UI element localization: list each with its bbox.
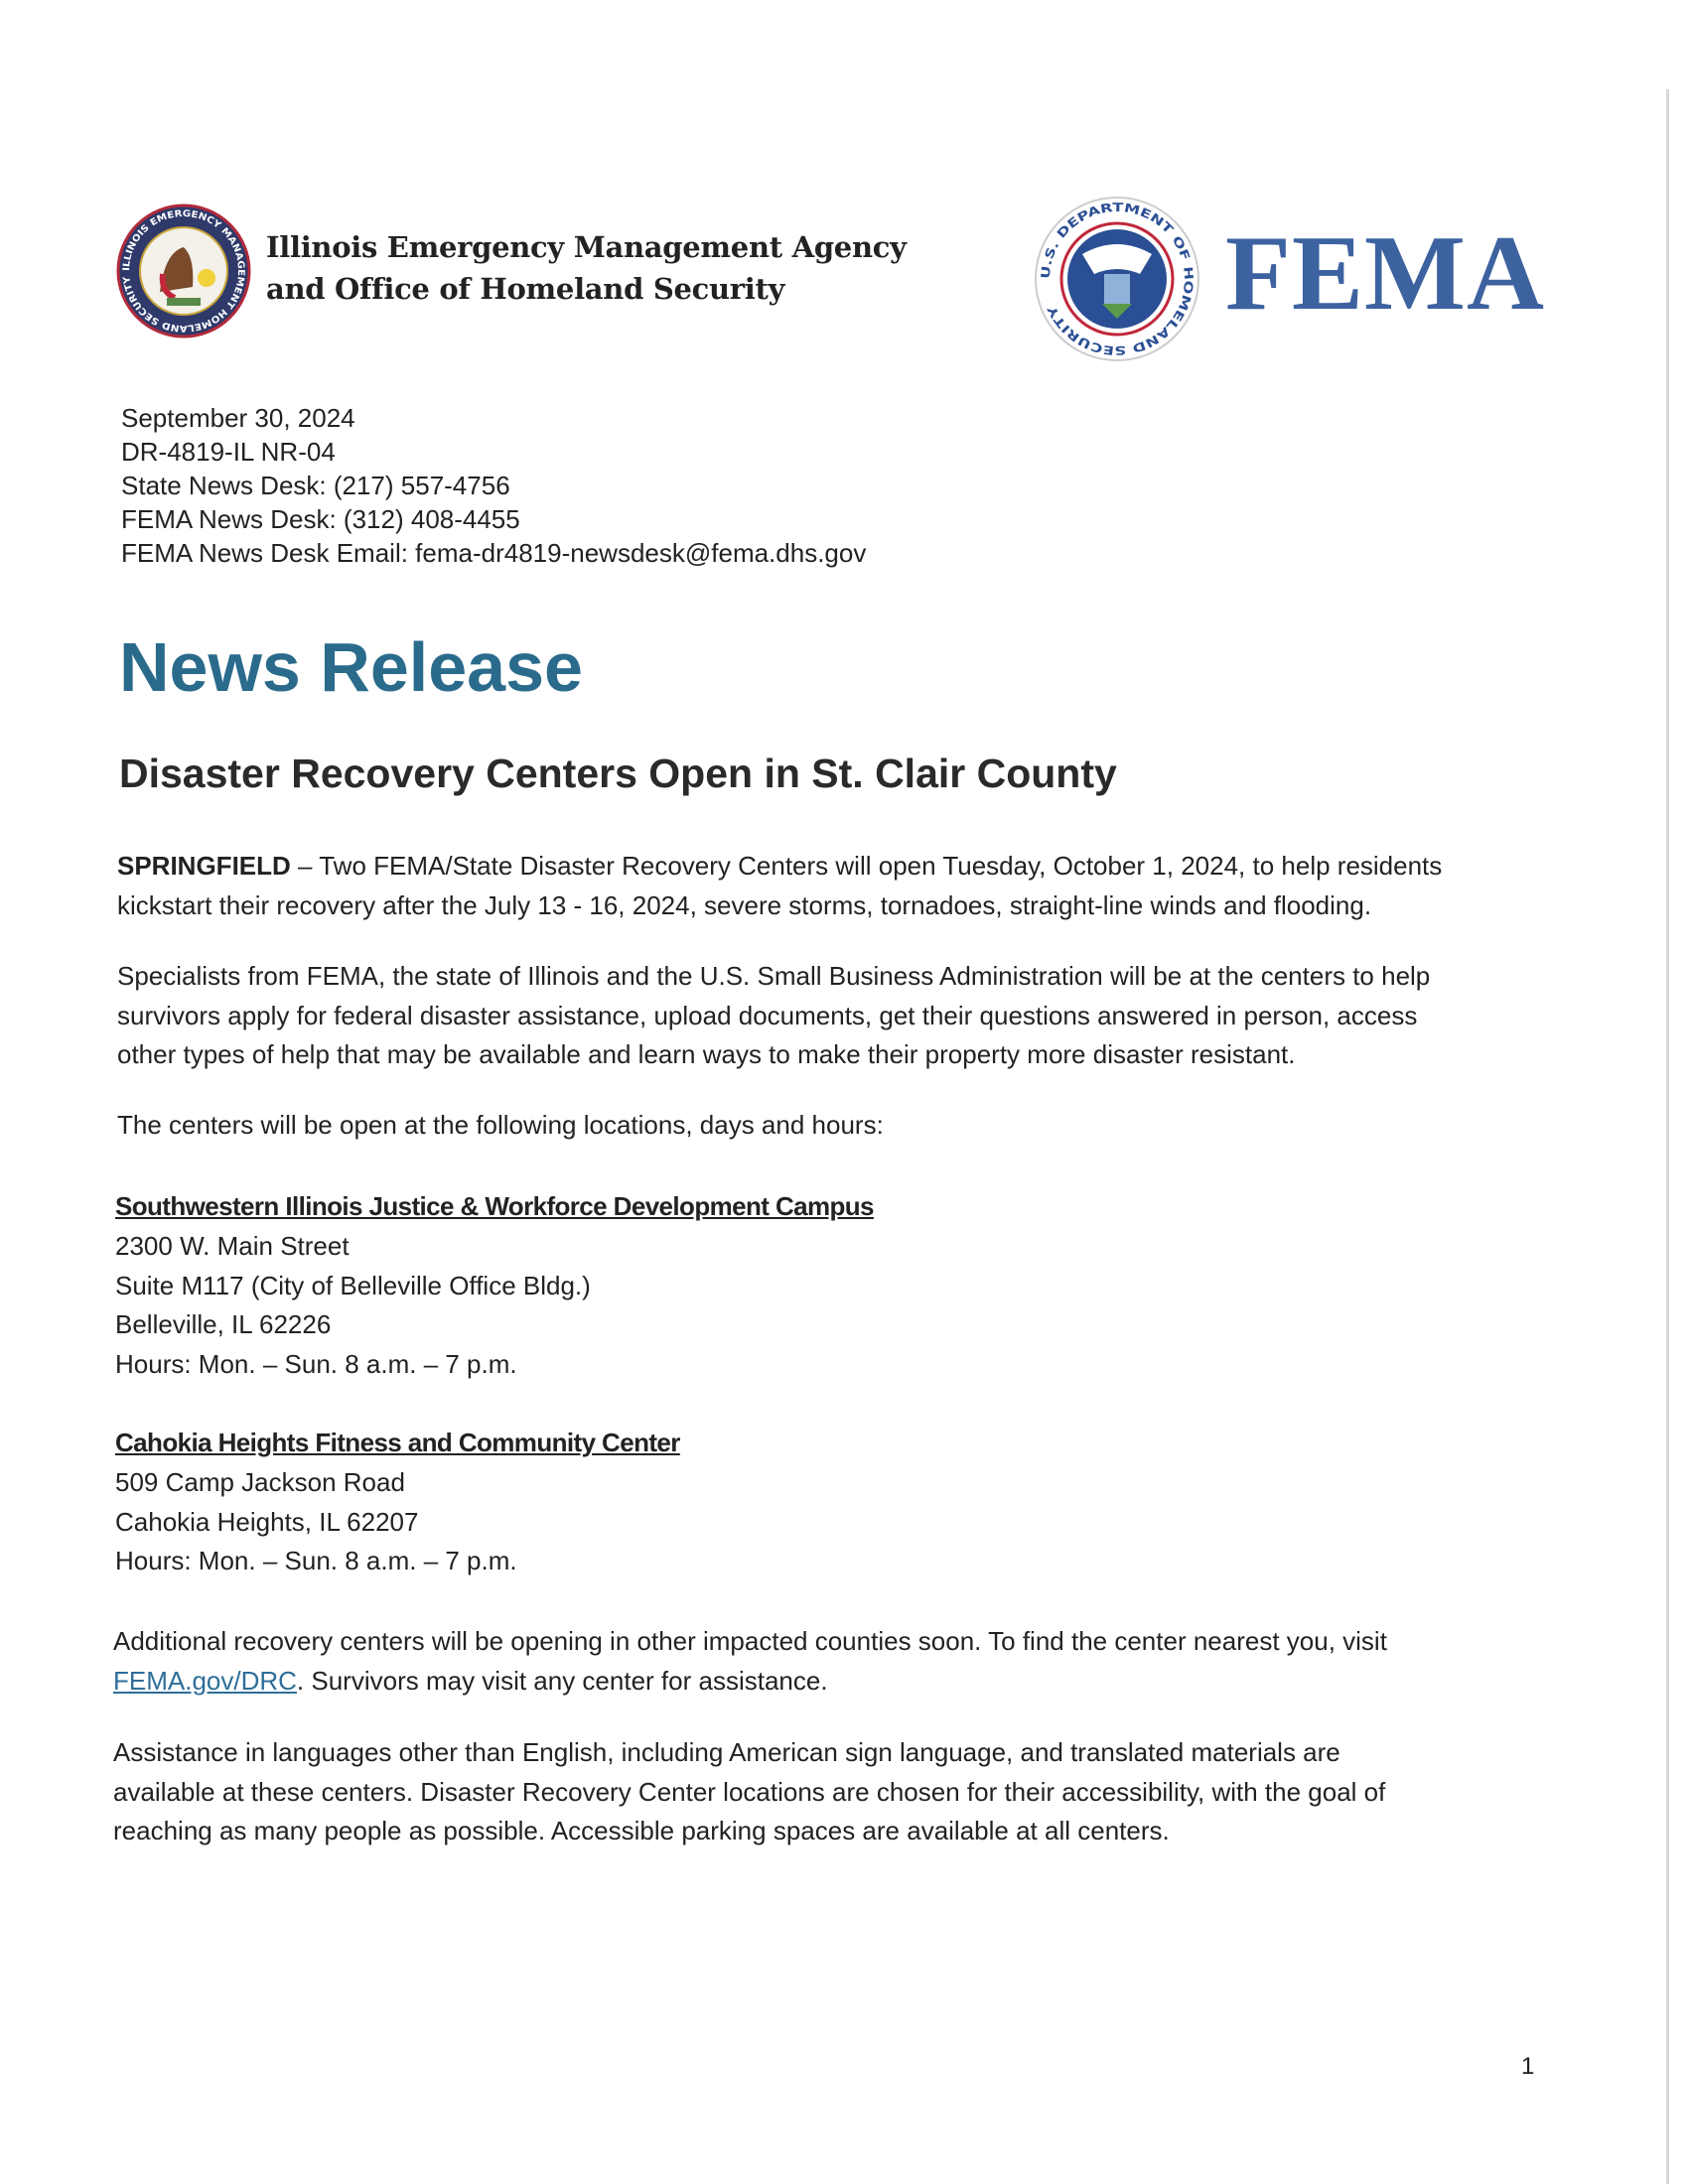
fema-news-desk: FEMA News Desk: (312) 408-4455 [121,504,520,534]
location-city: Belleville, IL 62226 [115,1309,332,1340]
text-line: . Survivors may visit any center for ass… [296,1665,828,1696]
fema-news-desk-email: FEMA News Desk Email: fema-dr4819-newsde… [121,538,867,568]
location-address: 509 Camp Jackson Road [115,1466,405,1497]
agency-name: Illinois Emergency Management Agency and… [266,226,907,310]
text-line: other types of help that may be availabl… [117,1039,1296,1069]
intro-line-1: – Two FEMA/State Disaster Recovery Cente… [290,851,1443,881]
page-title: News Release [119,628,583,706]
dateline: SPRINGFIELD [117,851,291,881]
agency-line-2: and Office of Homeland Security [266,272,785,306]
state-news-desk: State News Desk: (217) 557-4756 [121,471,510,500]
release-meta: September 30, 2024 DR-4819-IL NR-04 Stat… [121,401,866,570]
text-line: available at these centers. Disaster Rec… [113,1776,1386,1807]
location-1: Southwestern Illinois Justice & Workforc… [115,1187,875,1385]
location-name: Southwestern Illinois Justice & Workforc… [115,1191,875,1221]
text-line: Additional recovery centers will be open… [113,1626,1387,1656]
location-suite: Suite M117 (City of Belleville Office Bl… [115,1270,591,1300]
text-line: reaching as many people as possible. Acc… [113,1816,1170,1845]
release-date: September 30, 2024 [121,403,355,433]
paragraph-specialists: Specialists from FEMA, the state of Illi… [117,957,1547,1075]
text-line: Assistance in languages other than Engli… [113,1737,1340,1767]
location-hours: Hours: Mon. – Sun. 8 a.m. – 7 p.m. [115,1349,517,1380]
text-line: Specialists from FEMA, the state of Illi… [117,961,1431,991]
page-edge [1666,89,1669,2184]
fema-drc-link[interactable]: FEMA.gov/DRC [113,1665,297,1696]
text-line: survivors apply for federal disaster ass… [117,1000,1418,1030]
release-id: DR-4819-IL NR-04 [121,437,336,467]
page-number: 1 [1521,2053,1535,2080]
location-city: Cahokia Heights, IL 62207 [115,1506,419,1537]
dhs-seal-logo: U.S. DEPARTMENT OF HOMELAND SECURITY [1035,197,1199,361]
fema-logo: FEMA [1225,214,1545,333]
location-hours: Hours: Mon. – Sun. 8 a.m. – 7 p.m. [115,1546,517,1576]
location-2: Cahokia Heights Fitness and Community Ce… [115,1424,680,1581]
illinois-seal-logo: ILLINOIS EMERGENCY MANAGEMENT HOMELAND S… [116,204,251,339]
agency-line-1: Illinois Emergency Management Agency [266,230,907,264]
intro-line-2: kickstart their recovery after the July … [117,889,1372,920]
location-address: 2300 W. Main Street [115,1230,350,1261]
location-name: Cahokia Heights Fitness and Community Ce… [115,1428,680,1457]
headline: Disaster Recovery Centers Open in St. Cl… [119,751,1117,796]
paragraph-accessibility: Assistance in languages other than Engli… [113,1733,1543,1851]
paragraph-locations-intro: The centers will be open at the followin… [117,1110,884,1140]
paragraph-intro: SPRINGFIELD – Two FEMA/State Disaster Re… [117,847,1547,925]
paragraph-additional-centers: Additional recovery centers will be open… [113,1622,1543,1701]
